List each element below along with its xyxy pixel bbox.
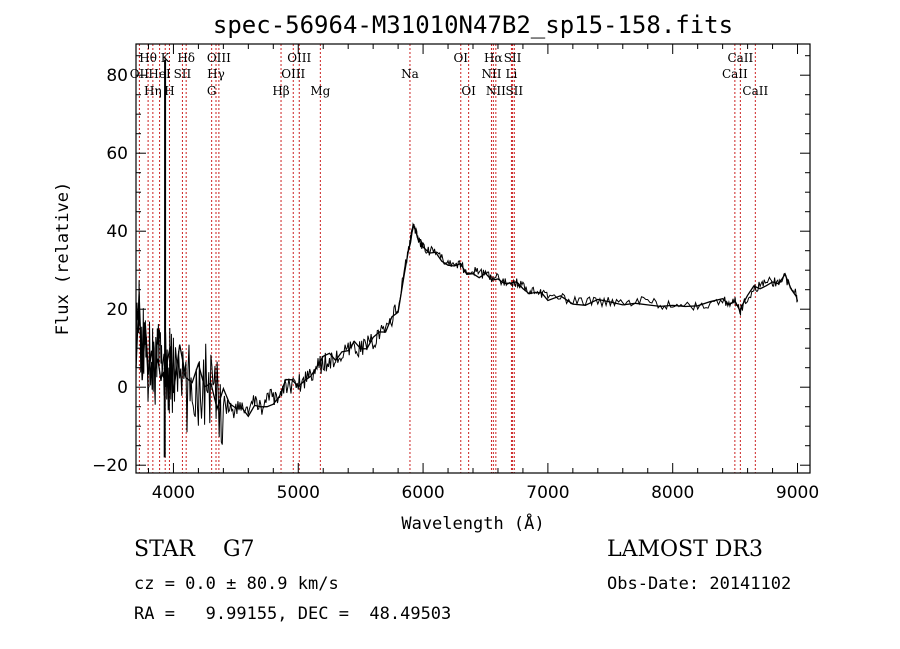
line-label-10: OIII (207, 51, 231, 65)
x-tick-label: 5000 (277, 483, 320, 503)
coordinates-text: RA = 9.99155, DEC = 48.49503 (134, 604, 452, 624)
line-label-22: Li (506, 67, 518, 81)
line-label-21: SII (504, 51, 522, 65)
line-label-18: NII (481, 67, 501, 81)
line-label-14: Mg (310, 84, 330, 98)
line-label-6: SII (174, 67, 192, 81)
y-tick-label: 40 (106, 222, 128, 242)
line-label-7: Hδ (177, 51, 195, 65)
x-axis-label: Wavelength (Å) (401, 512, 544, 534)
y-tick-label: −20 (92, 456, 128, 476)
y-axis-label: Flux (relative) (53, 182, 73, 336)
spectrum-noise (135, 224, 798, 445)
y-tick-label: 0 (117, 378, 128, 398)
line-label-20: NII (486, 84, 506, 98)
line-label-15: Na (401, 67, 419, 81)
line-label-2: Hη (144, 84, 162, 98)
line-label-23: SII (505, 84, 523, 98)
line-label-13: OIII (287, 51, 311, 65)
line-label-12: OIII (281, 67, 305, 81)
line-label-9: Hγ (207, 67, 225, 81)
redshift-text: cz = 0.0 ± 80.9 km/s (134, 574, 339, 594)
x-tick-label: 8000 (651, 483, 694, 503)
line-label-24: CaII (722, 67, 748, 81)
chart-title: spec-56964-M31010N47B2_sp15-158.fits (213, 11, 733, 39)
y-tick-label: 80 (106, 66, 128, 86)
line-label-4: K (161, 51, 171, 65)
line-label-1: OII (130, 67, 150, 81)
line-label-25: CaII (727, 51, 753, 65)
line-label-16: OI (453, 51, 468, 65)
line-label-0: Hθ (139, 51, 157, 65)
object-class: STAR G7 (134, 537, 255, 562)
y-tick-label: 60 (106, 144, 128, 164)
line-label-3: HeI (148, 67, 171, 81)
x-tick-label: 6000 (401, 483, 444, 503)
x-tick-label: 7000 (526, 483, 569, 503)
line-label-17: OI (461, 84, 476, 98)
y-tick-label: 20 (106, 300, 128, 320)
line-label-5: H (164, 84, 174, 98)
spectrum-line (135, 222, 799, 418)
line-label-11: Hβ (272, 84, 289, 98)
line-label-19: Hα (484, 51, 503, 65)
x-tick-label: 4000 (152, 483, 195, 503)
line-label-26: CaII (742, 84, 768, 98)
line-label-8: G (207, 84, 217, 98)
obs-date-text: Obs-Date: 20141102 (607, 574, 792, 594)
x-tick-label: 9000 (776, 483, 819, 503)
survey-label: LAMOST DR3 (607, 537, 763, 562)
